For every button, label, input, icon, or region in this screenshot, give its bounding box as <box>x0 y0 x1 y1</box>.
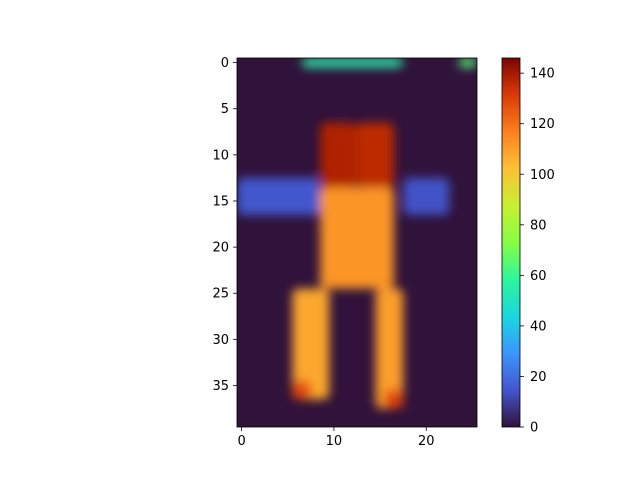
colorbar-tick-label: 40 <box>530 319 547 334</box>
x-axis: 0 10 20 <box>237 427 435 449</box>
x-tick-label: 0 <box>237 434 245 449</box>
heatmap-region-left-foot-hotspot <box>292 380 311 400</box>
y-tick-label: 25 <box>212 287 229 302</box>
heatmap-cells <box>237 58 477 409</box>
heatmap-region-top-right-corner <box>458 58 477 68</box>
y-tick-label: 15 <box>212 194 229 209</box>
colorbar-tick-label: 0 <box>530 421 538 436</box>
plot-frame <box>236 57 478 428</box>
colorbar-tick-label: 120 <box>530 117 555 132</box>
heatmap-region-upper-body-peak-right <box>357 122 394 188</box>
colorbar-tick-label: 20 <box>530 370 547 385</box>
colorbar-bar <box>501 57 521 428</box>
colorbar-tick-label: 140 <box>530 67 555 82</box>
heatmap-region-right-leg <box>375 288 404 409</box>
heatmap-region-top-edge-band <box>301 58 404 68</box>
heatmap-region-right-foot-hotspot <box>384 390 404 409</box>
y-axis: 0 5 10 15 20 25 30 35 <box>212 56 237 394</box>
colorbar-tick-label: 100 <box>530 168 555 183</box>
heatmap-region-mid-body <box>320 187 394 289</box>
y-tick-label: 20 <box>212 241 229 256</box>
y-tick-label: 0 <box>221 56 229 71</box>
y-tick-label: 10 <box>212 148 229 163</box>
y-tick-label: 30 <box>212 333 229 348</box>
heatmap-regions <box>237 58 477 409</box>
x-tick-label: 10 <box>326 434 343 449</box>
heatmap-region-side-halo-left <box>237 177 321 215</box>
heatmap-region-side-halo-right <box>403 177 450 215</box>
heatmap-region-upper-body-peak-left <box>320 122 357 188</box>
y-tick-label: 35 <box>212 379 229 394</box>
colorbar-tick-label: 60 <box>530 269 547 284</box>
plot-area <box>236 57 478 428</box>
colorbar-tick-label: 80 <box>530 218 547 233</box>
x-tick-label: 20 <box>418 434 435 449</box>
colorbar-ticks: 0 20 40 60 80 100 120 140 <box>520 67 555 436</box>
y-tick-label: 5 <box>221 102 229 117</box>
colorbar: 0 20 40 60 80 100 120 140 <box>501 57 555 436</box>
heatmap-region-left-leg <box>292 288 330 400</box>
